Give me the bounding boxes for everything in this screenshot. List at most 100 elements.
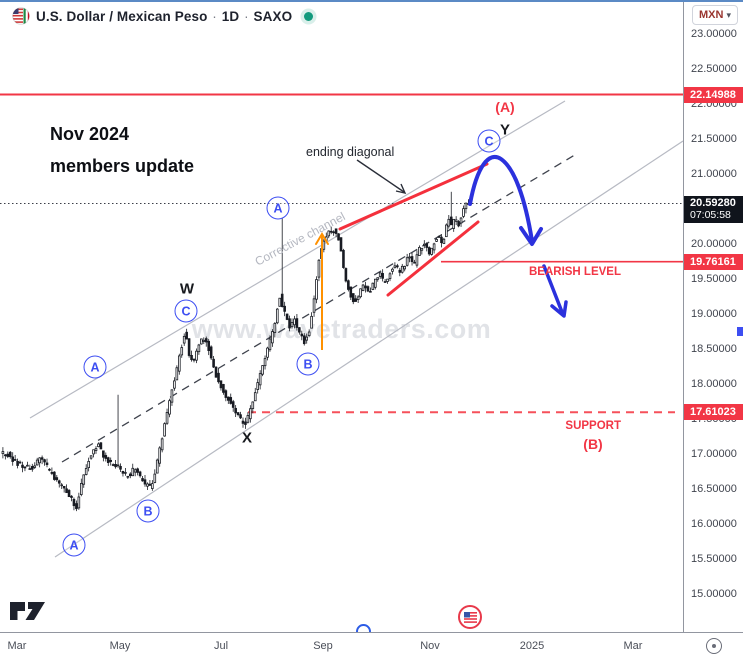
candle-body <box>168 400 171 415</box>
candle-body <box>376 277 380 280</box>
candle-body <box>138 471 142 477</box>
candle-body <box>388 273 392 280</box>
candle-body <box>35 459 39 466</box>
price-tick: 20.00000 <box>691 238 737 250</box>
symbol-legend[interactable]: U.S. Dollar / Mexican Peso · 1D · SAXO <box>12 7 314 25</box>
candle-body <box>349 286 353 298</box>
candle-body <box>307 331 311 337</box>
candle-body <box>177 355 181 372</box>
chart-pane[interactable]: www.wavetraders.com <box>0 0 683 632</box>
candle-body <box>378 272 382 277</box>
price-tick: 17.00000 <box>691 448 737 460</box>
projection-dome-arrow <box>468 155 534 243</box>
candle-body <box>400 265 404 273</box>
candle-body <box>442 238 446 244</box>
wave-label-b[interactable]: B <box>296 352 320 376</box>
candle-body <box>6 453 10 457</box>
wave-label-b[interactable]: (B) <box>583 436 603 452</box>
chart-canvas[interactable] <box>0 0 683 632</box>
candle-body <box>175 367 179 381</box>
wave-label-b[interactable]: B <box>136 499 160 523</box>
wave-label-c[interactable]: C <box>477 129 501 153</box>
candle-body <box>195 350 198 361</box>
candle-body <box>170 389 174 403</box>
wave-label-a[interactable]: (A) <box>495 99 515 115</box>
candle-body <box>361 284 365 292</box>
candle-body <box>200 338 203 345</box>
market-status-dot[interactable] <box>304 11 314 21</box>
price-tick: 22.50000 <box>691 63 737 75</box>
bearish-level-label[interactable]: BEARISH LEVEL <box>528 266 621 278</box>
candle-body <box>310 315 313 329</box>
candle-body <box>141 478 144 482</box>
candle-body <box>413 261 416 264</box>
candle-body <box>62 485 66 489</box>
time-tick-mar: Mar <box>623 640 643 652</box>
price-axis[interactable]: MXN ▾ 23.00000 22.50000 22.00000 21.50000 21… <box>683 0 743 632</box>
candle-body <box>197 344 201 353</box>
candle-body <box>219 380 223 389</box>
candle-body <box>128 473 132 477</box>
candle-body <box>312 298 316 313</box>
candle-body <box>256 382 259 390</box>
candle-body <box>45 462 49 465</box>
price-tick: 23.00000 <box>691 28 737 40</box>
candle-body <box>106 457 110 464</box>
wave-label-a[interactable]: A <box>83 355 107 379</box>
candle-body <box>249 408 252 420</box>
drawing-anchor-handle[interactable] <box>737 327 743 336</box>
candle-body <box>209 346 213 359</box>
wave-label-w[interactable]: W <box>179 280 195 298</box>
candle-body <box>82 474 86 485</box>
candle-body <box>146 483 149 487</box>
economic-calendar-event-icon[interactable] <box>458 605 482 629</box>
candle-body <box>155 459 159 474</box>
candle-body <box>8 451 12 458</box>
alert-price-badge: 17.61023 <box>684 404 743 421</box>
candle-body <box>131 467 135 477</box>
members-update-note[interactable]: Nov 2024 members update <box>50 124 195 176</box>
candle-body <box>371 282 375 290</box>
price-tick: 18.00000 <box>691 378 737 390</box>
candle-body <box>217 372 220 383</box>
us-flag-icon <box>463 611 477 623</box>
candle-body <box>226 396 230 401</box>
chevron-down-icon: ▾ <box>726 9 731 20</box>
candle-body <box>258 373 262 386</box>
tradingview-logo[interactable] <box>8 599 48 625</box>
candle-body <box>111 464 115 466</box>
candle-body <box>84 468 88 475</box>
candle-body <box>65 488 68 494</box>
candle-body <box>437 236 441 238</box>
candle-body <box>315 279 318 300</box>
candle-body <box>251 401 255 409</box>
wave-label-a[interactable]: A <box>62 533 86 557</box>
candle-body <box>70 495 73 498</box>
candle-body <box>457 221 460 227</box>
axis-settings-icon[interactable] <box>706 638 722 654</box>
candle-body <box>124 472 127 474</box>
candle-body <box>151 483 154 489</box>
wave-label-x[interactable]: X <box>241 429 253 447</box>
wave-label-y[interactable]: Y <box>499 121 511 139</box>
candle-body <box>67 490 71 498</box>
candle-body <box>72 498 76 507</box>
candle-body <box>266 347 269 358</box>
currency-dropdown[interactable]: MXN ▾ <box>692 5 738 25</box>
orange-arrow-head <box>315 232 329 245</box>
candle-body <box>116 464 120 467</box>
candle-body <box>425 243 429 248</box>
wave-label-c[interactable]: C <box>174 299 198 323</box>
time-axis[interactable]: Mar May Jul Sep Nov 2025 Mar <box>0 632 743 657</box>
channel-median-line <box>61 152 579 463</box>
support-label[interactable]: SUPPORT <box>565 420 621 432</box>
price-tick: 15.00000 <box>691 588 737 600</box>
candle-body <box>275 308 279 324</box>
candle-body <box>337 233 340 241</box>
ending-diagonal-label[interactable]: ending diagonal <box>306 145 395 159</box>
wave-label-a[interactable]: A <box>266 196 290 220</box>
candle-body <box>383 281 387 283</box>
candle-body <box>231 401 235 408</box>
price-tick: 19.00000 <box>691 308 737 320</box>
